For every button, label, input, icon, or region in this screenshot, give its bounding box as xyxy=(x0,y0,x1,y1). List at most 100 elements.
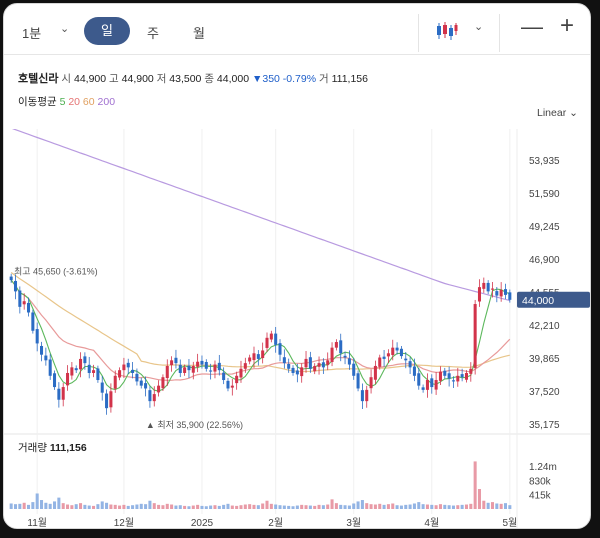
candle-body xyxy=(308,357,312,369)
volume-bar xyxy=(469,503,473,509)
volume-bar xyxy=(278,505,282,509)
candle-body xyxy=(22,301,26,305)
candle-body xyxy=(321,362,325,368)
candle-body xyxy=(222,372,226,381)
volume-bar xyxy=(109,504,113,509)
candle-body xyxy=(131,369,135,373)
volume-bar xyxy=(490,502,495,509)
volume-bar xyxy=(495,503,499,509)
candle-body xyxy=(165,365,169,379)
y-tick-label: 39,865 xyxy=(529,354,560,365)
low-value: 43,500 xyxy=(169,73,202,85)
volume-bar xyxy=(499,503,503,509)
chart-window: 1분 ⌄ 일 주 월 ⌄ — + 호텔신라 시 44,900 고 44,900 … xyxy=(3,3,591,529)
volume-bar xyxy=(139,503,143,509)
volume-bar xyxy=(113,504,117,509)
x-tick-label: 2025 xyxy=(191,518,214,529)
volume-bar xyxy=(404,504,408,509)
candle-body xyxy=(118,370,122,378)
volume-bar xyxy=(256,505,260,509)
candle-body xyxy=(31,312,35,331)
candle-body xyxy=(139,380,143,386)
candle-body xyxy=(373,365,377,380)
volume-bar xyxy=(243,504,247,509)
volume-bar xyxy=(196,504,200,509)
y-tick-label: 42,210 xyxy=(529,321,560,332)
candle-body xyxy=(61,387,65,400)
price-chart[interactable]: 53,93551,59049,24546,90044,55542,21039,8… xyxy=(4,129,590,529)
x-tick-label: 5월 xyxy=(502,517,517,529)
minimize-button[interactable]: — xyxy=(521,14,543,39)
volume-bar xyxy=(144,504,148,509)
close-value: 44,000 xyxy=(216,73,250,85)
volume-bar xyxy=(326,504,330,509)
candle-body xyxy=(105,393,109,409)
volume-bar xyxy=(178,505,182,509)
candlestick-icon[interactable] xyxy=(435,20,459,42)
moving-average-legend[interactable]: 이동평균 5 20 60 200 xyxy=(18,94,115,109)
volume-bar xyxy=(217,505,221,509)
candle-body xyxy=(378,357,382,367)
y-tick-label: 37,520 xyxy=(529,387,560,398)
candle-body xyxy=(417,373,421,386)
candle-body xyxy=(278,343,282,355)
volume-bar xyxy=(18,503,22,509)
tab-month[interactable]: 월 xyxy=(193,26,205,41)
candle-body xyxy=(144,383,148,389)
volume-bar xyxy=(295,505,299,509)
candle-body xyxy=(96,368,100,381)
x-tick-label: 4월 xyxy=(424,517,439,529)
volume-bar xyxy=(421,504,425,509)
volume-bar xyxy=(57,497,61,509)
volume-bar xyxy=(269,503,273,509)
volume-bar xyxy=(408,504,412,509)
volume-bar xyxy=(148,500,152,509)
candle-body xyxy=(70,367,74,376)
volume-bar xyxy=(235,505,239,509)
candle-body xyxy=(9,276,13,281)
tab-week[interactable]: 주 xyxy=(147,26,159,41)
close-label: 종 xyxy=(204,73,214,85)
volume-bar xyxy=(53,501,57,509)
candle-body xyxy=(287,363,291,369)
candle-body xyxy=(508,292,512,300)
candle-body xyxy=(74,368,78,371)
volume-bar xyxy=(35,493,39,509)
volume-bar xyxy=(9,503,13,509)
y-tick-label: 46,900 xyxy=(529,255,560,266)
candle-body xyxy=(482,282,486,289)
volume-bar xyxy=(105,502,109,509)
volume-bar xyxy=(386,504,390,509)
maximize-button[interactable]: + xyxy=(560,12,575,39)
volume-bar xyxy=(417,502,421,509)
scale-mode-select[interactable]: Linear ⌄ xyxy=(537,107,578,119)
candle-body xyxy=(330,347,334,363)
interval-select[interactable]: 1분 xyxy=(22,26,42,41)
candle-body xyxy=(200,360,204,365)
chevron-down-icon[interactable]: ⌄ xyxy=(60,23,70,35)
volume-bar xyxy=(373,504,377,509)
volume-bar xyxy=(360,500,364,509)
candle-body xyxy=(460,374,464,378)
volume-bar xyxy=(61,503,65,509)
volume-bar xyxy=(434,505,438,509)
candle-body xyxy=(356,373,360,389)
x-tick-label: 2월 xyxy=(268,517,283,529)
volume-bar xyxy=(74,504,78,509)
volume-bar xyxy=(92,505,96,509)
tab-day[interactable]: 일 xyxy=(84,17,130,45)
volume-bar xyxy=(460,504,464,509)
candle-body xyxy=(291,367,295,373)
volume-bar xyxy=(118,505,122,509)
candle-body xyxy=(365,389,369,402)
volume-bar xyxy=(464,504,468,509)
toolbar: 1분 ⌄ 일 주 월 ⌄ — + xyxy=(4,4,590,55)
ma-period-20: 20 xyxy=(65,96,81,108)
chevron-down-icon[interactable]: ⌄ xyxy=(474,21,484,33)
volume-bar xyxy=(13,504,18,509)
low-label: 저 xyxy=(156,73,167,85)
candle-body xyxy=(191,365,195,373)
candle-body xyxy=(35,329,39,344)
volume-value: 111,156 xyxy=(331,73,368,85)
toolbar-divider xyxy=(499,14,500,52)
